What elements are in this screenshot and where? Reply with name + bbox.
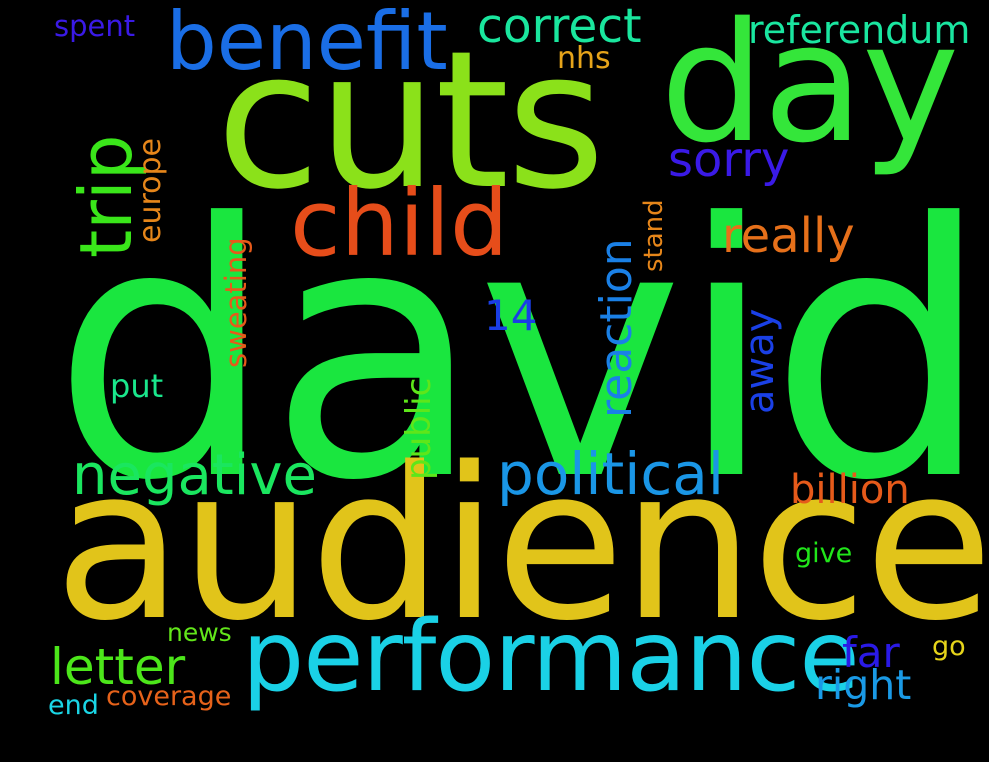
word-spent: spent [54, 9, 136, 43]
word-stand: stand [639, 199, 669, 272]
word-performance: performance [242, 600, 860, 714]
word-negative: negative [72, 443, 317, 508]
word-europe: europe [133, 138, 168, 243]
word-go: go [932, 631, 966, 662]
word-trip: trip [64, 134, 148, 258]
word-billion: billion [790, 467, 910, 513]
word-child: child [290, 170, 509, 277]
word-benefit: benefit [166, 0, 448, 88]
word-sweating: sweating [219, 237, 253, 368]
word-14: 14 [484, 291, 538, 340]
word-correct: correct [477, 0, 642, 54]
word-referendum: referendum [748, 8, 971, 52]
word-nhs: nhs [557, 41, 611, 76]
word-cuts: cuts [216, 10, 605, 231]
word-really: really [722, 208, 855, 264]
word-reaction: reaction [591, 238, 642, 418]
word-coverage: coverage [106, 681, 232, 712]
word-right: right [815, 661, 912, 709]
word-letter: letter [50, 638, 186, 696]
word-away: away [737, 308, 783, 414]
word-give: give [795, 538, 853, 569]
word-sorry: sorry [668, 132, 790, 188]
word-put: put [110, 367, 164, 405]
word-news: news [167, 618, 232, 647]
word-audience: audience [54, 422, 989, 667]
word-far: far [842, 628, 900, 677]
word-end: end [48, 690, 99, 721]
word-day: day [660, 0, 959, 179]
word-david: david [52, 149, 989, 557]
word-public: public [399, 377, 439, 480]
word-political: political [497, 440, 724, 508]
